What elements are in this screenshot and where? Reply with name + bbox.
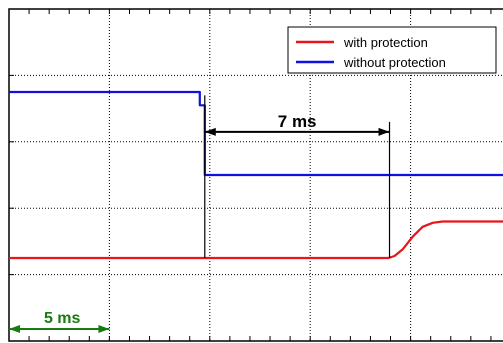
- annotation-label-7ms: 7 ms: [278, 112, 317, 131]
- series-line-without-protection: [9, 90, 503, 177]
- arrowhead-right-5ms: [98, 325, 110, 334]
- annotation-label-5ms: 5 ms: [44, 310, 81, 327]
- legend-box: [287, 26, 497, 74]
- arrowhead-left-7ms: [204, 127, 216, 136]
- ticks: [8, 8, 492, 342]
- legend-label-with-protection: with protection: [343, 35, 428, 50]
- legend-label-without-protection: without protection: [343, 55, 446, 70]
- grid: [9, 9, 503, 341]
- annotation-layer: 7 ms 5 ms: [9, 95, 391, 334]
- series-layer: [9, 90, 503, 260]
- series-line-with-protection: [9, 220, 503, 260]
- plot-frame: [8, 8, 503, 342]
- legend: with protection without protection: [287, 26, 497, 74]
- arrowhead-right-7ms: [378, 127, 390, 136]
- arrowhead-left-5ms: [9, 325, 20, 334]
